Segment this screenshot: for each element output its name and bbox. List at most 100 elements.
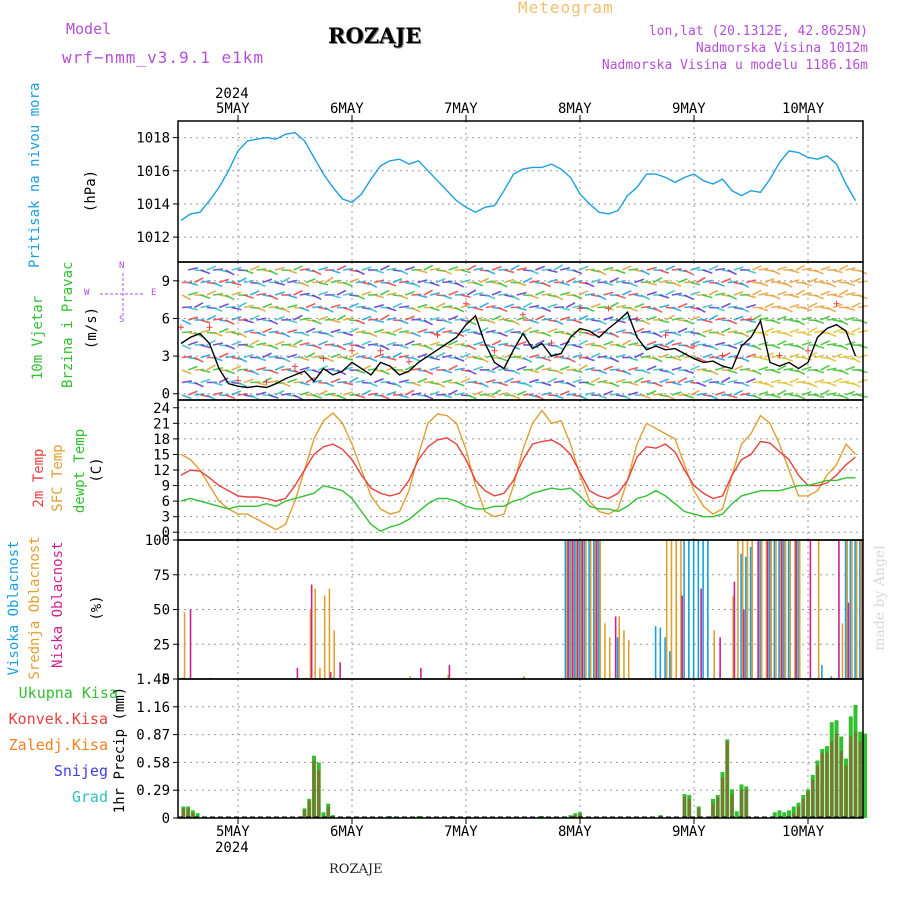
- cloud-bar-mid: [627, 640, 630, 679]
- wind-arrow: [268, 379, 279, 384]
- wind-arrow: [714, 306, 725, 312]
- y-tick-label: 0: [162, 811, 170, 827]
- wind-arrow: [795, 380, 806, 384]
- wind-arrow: [541, 331, 552, 337]
- wind-arrow: [752, 369, 762, 376]
- compass-south: S: [119, 315, 125, 325]
- wind-arrow: [330, 304, 341, 309]
- wind-arrow: [851, 302, 861, 309]
- wind-arrow: [498, 317, 509, 321]
- wind-arrow: [820, 290, 831, 296]
- wind-arrow: [801, 292, 812, 296]
- wind-arrow: [597, 355, 608, 359]
- cloud-bar-high: [783, 540, 785, 679]
- wind-arrow: [615, 344, 626, 349]
- wind-arrow: [268, 319, 279, 325]
- wind-arrow: [677, 376, 688, 384]
- wind-arrow: [281, 343, 292, 346]
- wind-arrow: [423, 264, 434, 271]
- wind-arrow: [733, 365, 744, 371]
- wind-arrow: [181, 394, 192, 400]
- wind-arrow: [535, 339, 545, 346]
- wind-arrow: [237, 356, 248, 363]
- wind-arrow: [342, 306, 353, 312]
- wind-arrow: [504, 269, 515, 274]
- wind-arrow: [851, 381, 861, 388]
- wind-arrow: [522, 393, 534, 396]
- wind-arrow: [752, 394, 762, 400]
- wind-arrow: [206, 394, 217, 401]
- wind-arrow: [367, 281, 378, 289]
- wind-arrow: [640, 394, 651, 399]
- wind-arrow: [801, 356, 812, 361]
- precip-bar-total: [772, 812, 777, 818]
- wind-arrow: [510, 355, 521, 359]
- wind-arrow: [429, 306, 440, 312]
- wind-arrow: [243, 353, 254, 359]
- y-tick-label: 24: [153, 401, 170, 417]
- wind-arrow: [528, 378, 539, 384]
- precip-bar-total: [734, 811, 739, 818]
- wind-arrow: [832, 303, 843, 309]
- cloud-bar-mid: [846, 540, 848, 679]
- wind-arrow: [665, 314, 675, 321]
- wind-arrow: [572, 344, 583, 349]
- wind-arrow: [237, 343, 248, 346]
- wind-arrow: [305, 327, 316, 334]
- wind-arrow: [671, 366, 682, 371]
- wind-arrow: [739, 367, 751, 371]
- wind-arrow: [398, 319, 409, 325]
- cloud-bar-high: [597, 540, 600, 679]
- wind-arrow: [752, 264, 762, 271]
- wind-arrow: [814, 354, 825, 359]
- wind-arrow: [442, 305, 453, 309]
- wind-arrow: [665, 369, 675, 376]
- wind-arrow: [274, 266, 285, 271]
- precip-bar-conv: [317, 770, 321, 818]
- wind-arrow: [789, 353, 800, 359]
- wind-arrow: [249, 265, 260, 271]
- wind-arrow: [287, 353, 298, 359]
- cloud-bar-mid: [314, 588, 316, 679]
- wind-arrow: [758, 366, 769, 371]
- legend-frozen-precip: Zaledj.Kisa: [8, 736, 108, 754]
- wind-arrow: [299, 281, 310, 287]
- wind-arrow: [814, 305, 825, 309]
- cloud-bar-low: [766, 540, 769, 679]
- wind-arrow: [783, 356, 793, 362]
- wind-arrow: [386, 356, 397, 361]
- precip-bar-conv: [573, 815, 577, 818]
- cloud-bar-high: [830, 676, 833, 679]
- wind-arrow: [212, 391, 223, 396]
- wind-arrow: [398, 305, 410, 309]
- cloud-bar-low: [733, 581, 736, 679]
- wind-arrow: [411, 331, 421, 338]
- wind-arrow: [330, 328, 341, 334]
- wind-arrow: [268, 369, 279, 375]
- precip-bar-conv: [816, 765, 819, 818]
- wind-arrow: [603, 266, 614, 271]
- wind-arrow: [249, 290, 260, 296]
- cloud-bar-low: [420, 667, 422, 679]
- wind-arrow: [566, 356, 576, 363]
- cloud-bar-high: [821, 665, 823, 679]
- wind-arrow: [423, 319, 433, 326]
- wind-arrow: [578, 265, 589, 271]
- wind-arrow: [404, 364, 415, 371]
- wind-arrow: [436, 393, 447, 396]
- wind-arrow: [367, 331, 378, 338]
- wind-arrow: [312, 281, 323, 284]
- wind-arrow: [609, 301, 619, 309]
- wind-arrow: [702, 269, 713, 274]
- wind-arrow: [578, 314, 589, 321]
- wind-arrow: [659, 279, 670, 284]
- wind-arrow: [553, 355, 565, 359]
- wind-arrow: [485, 294, 496, 300]
- precip-bar-conv: [307, 800, 311, 818]
- wind-arrow: [231, 316, 242, 321]
- precip-bar-conv: [820, 752, 824, 818]
- wind-arrow: [287, 328, 298, 334]
- wind-arrow: [683, 394, 694, 399]
- wind-arrow: [795, 369, 806, 375]
- top-day-label: 5MAY: [216, 101, 250, 117]
